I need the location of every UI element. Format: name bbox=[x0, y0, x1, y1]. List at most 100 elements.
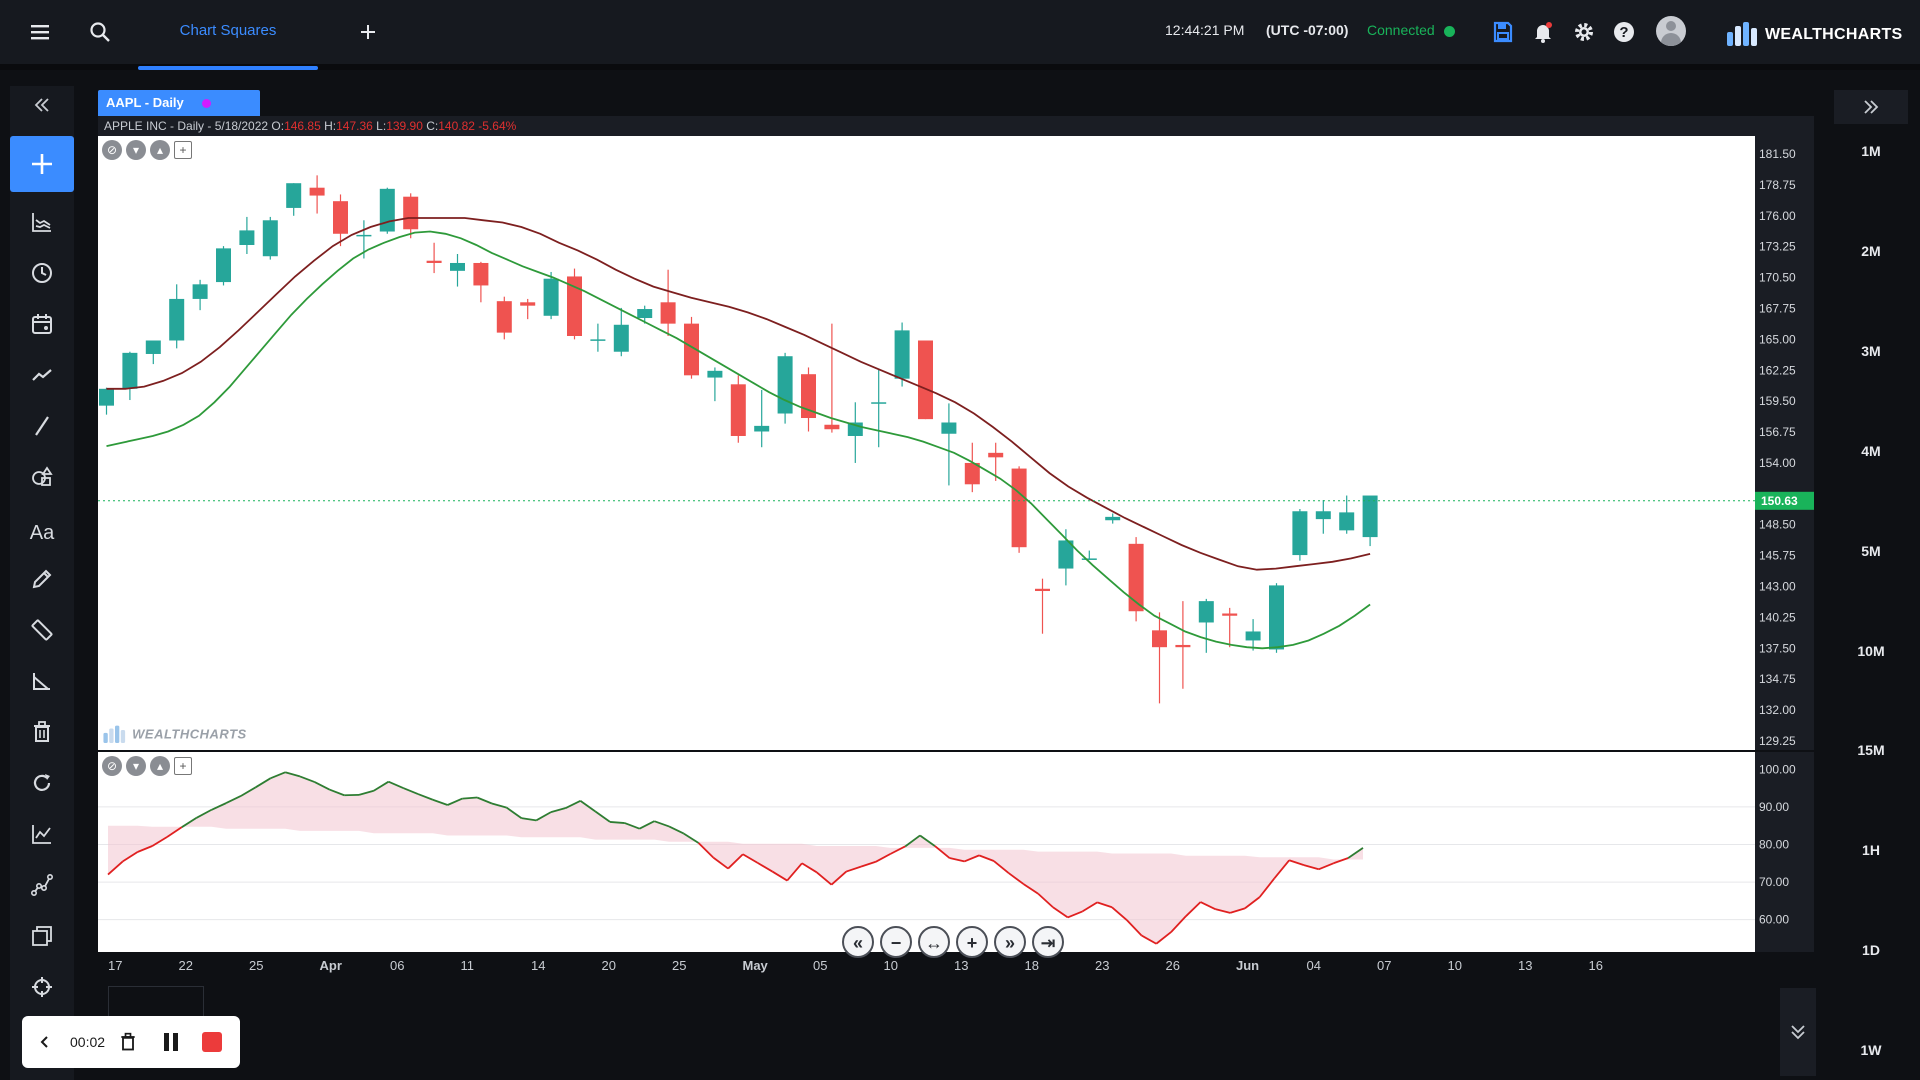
indicator-line-segment bbox=[447, 797, 463, 806]
angle-icon[interactable] bbox=[22, 669, 62, 703]
time-tick-label: Jun bbox=[1236, 958, 1259, 973]
chevron-left-icon[interactable] bbox=[38, 1016, 52, 1068]
indicator-line-segment bbox=[314, 781, 330, 791]
timeframe-2m[interactable]: 2M bbox=[1861, 243, 1881, 259]
price-tick-label: 170.50 bbox=[1759, 271, 1796, 285]
chart-symbol-tab[interactable]: AAPL - Daily bbox=[98, 90, 260, 116]
refresh-icon[interactable] bbox=[22, 771, 62, 805]
timeframe-5m[interactable]: 5M bbox=[1861, 543, 1881, 559]
candle-body bbox=[567, 276, 582, 336]
chart-ohlc-bar: APPLE INC - Daily - 5/18/2022 O:146.85 H… bbox=[98, 116, 1814, 136]
indicator-shaded-band bbox=[108, 772, 1363, 944]
candle-body bbox=[988, 452, 1004, 458]
indicator-line-segment bbox=[535, 811, 552, 822]
candle-body bbox=[1315, 511, 1331, 520]
bell-icon[interactable] bbox=[1531, 20, 1555, 44]
zoom-out-icon[interactable]: − bbox=[880, 926, 912, 958]
shapes-icon[interactable] bbox=[22, 465, 62, 499]
zoom-in-icon[interactable]: + bbox=[956, 926, 988, 958]
add-study-icon[interactable]: + bbox=[174, 757, 192, 775]
clock-icon[interactable] bbox=[22, 261, 62, 295]
timeframe-1w[interactable]: 1W bbox=[1860, 1042, 1882, 1058]
collapse-pane-icon[interactable]: ▾ bbox=[126, 140, 146, 160]
jump-to-latest-icon[interactable]: ⇥ bbox=[1032, 926, 1064, 958]
double-chevron-left-icon[interactable] bbox=[22, 92, 62, 126]
candle-body bbox=[707, 370, 723, 378]
pause-icon[interactable] bbox=[162, 1016, 180, 1068]
price-tick-label: 148.50 bbox=[1759, 518, 1796, 532]
expand-indicator-icon[interactable]: ▴ bbox=[150, 756, 170, 776]
connection-status-dot bbox=[1444, 26, 1455, 37]
indicator-pane[interactable]: ⊘ ▾ ▴ + bbox=[98, 752, 1755, 952]
expand-pane-icon[interactable]: ▴ bbox=[150, 140, 170, 160]
timeframe-4m[interactable]: 4M bbox=[1861, 443, 1881, 459]
line-draw-icon[interactable] bbox=[22, 414, 62, 448]
candle bbox=[847, 402, 863, 463]
hide-pane-icon[interactable]: ⊘ bbox=[102, 140, 122, 160]
calendar-icon[interactable] bbox=[22, 312, 62, 346]
timeframe-3m[interactable]: 3M bbox=[1861, 343, 1881, 359]
brand-name: WEALTHCHARTS bbox=[1765, 26, 1903, 43]
trend-icon[interactable] bbox=[22, 363, 62, 397]
chart-type-icon[interactable] bbox=[22, 210, 62, 244]
add-drawing-button[interactable] bbox=[10, 136, 74, 192]
avatar-icon[interactable] bbox=[1656, 16, 1686, 46]
indicator-line-segment bbox=[934, 845, 951, 859]
indicator-line-segment bbox=[137, 845, 153, 853]
clock-time: 12:44:21 PM bbox=[1165, 22, 1245, 38]
double-chevron-right-icon[interactable] bbox=[1834, 90, 1908, 124]
time-tick-label: 18 bbox=[1025, 958, 1039, 973]
indicator-line-segment bbox=[1229, 907, 1246, 914]
watermark-logo-icon bbox=[103, 725, 126, 743]
indicator-line-segment bbox=[786, 862, 803, 882]
time-tick-label: 13 bbox=[954, 958, 968, 973]
add-tab-icon[interactable] bbox=[356, 20, 380, 44]
candle bbox=[1362, 495, 1378, 547]
hamburger-icon[interactable] bbox=[28, 20, 52, 44]
save-icon[interactable] bbox=[1491, 20, 1515, 44]
tab-chart-squares[interactable]: Chart Squares bbox=[138, 0, 318, 70]
price-tick-label: 137.50 bbox=[1759, 641, 1796, 655]
indicator-line-segment bbox=[904, 834, 921, 848]
timeframe-1d[interactable]: 1D bbox=[1862, 942, 1880, 958]
candle-body bbox=[1011, 468, 1027, 548]
layers-icon[interactable] bbox=[22, 924, 62, 958]
collapse-indicator-icon[interactable]: ▾ bbox=[126, 756, 146, 776]
help-icon[interactable]: ? bbox=[1612, 20, 1636, 44]
indicator-line-segment bbox=[964, 854, 980, 863]
double-chevron-down-icon[interactable] bbox=[1780, 988, 1816, 1076]
pencil-icon[interactable] bbox=[22, 567, 62, 601]
timeframe-1m[interactable]: 1M bbox=[1861, 143, 1881, 159]
candle bbox=[1292, 509, 1308, 561]
indicator-axis-svg: 100.00 90.00 80.00 70.00 60.00 bbox=[1759, 762, 1796, 926]
hide-indicator-icon[interactable]: ⊘ bbox=[102, 756, 122, 776]
price-pane[interactable]: ⊘ ▾ ▴ + WEALTHCHARTS bbox=[98, 136, 1755, 750]
add-indicator-icon[interactable]: + bbox=[174, 141, 192, 159]
candle-body bbox=[1339, 512, 1355, 531]
trash-icon[interactable] bbox=[118, 1016, 138, 1068]
text-icon[interactable]: Aa bbox=[29, 522, 55, 544]
scroll-far-left-icon[interactable]: « bbox=[842, 926, 874, 958]
candle bbox=[286, 183, 302, 216]
scroll-far-right-icon[interactable]: » bbox=[994, 926, 1026, 958]
timeframe-10m[interactable]: 10M bbox=[1857, 643, 1885, 659]
network-icon[interactable] bbox=[22, 873, 62, 907]
indicator-axis[interactable]: 100.00 90.00 80.00 70.00 60.00 bbox=[1755, 752, 1814, 952]
ruler-icon[interactable] bbox=[22, 618, 62, 652]
chart-line-icon[interactable] bbox=[22, 822, 62, 856]
indicator-line-segment bbox=[1082, 901, 1098, 913]
candle-body bbox=[145, 340, 161, 354]
chart-watermark: WEALTHCHARTS bbox=[102, 724, 247, 746]
timeframe-1h[interactable]: 1H bbox=[1862, 842, 1880, 858]
crosshair-icon[interactable] bbox=[22, 975, 62, 1009]
candle bbox=[520, 298, 536, 320]
fit-width-icon[interactable]: ↔ bbox=[918, 926, 950, 958]
trash-icon[interactable] bbox=[22, 720, 62, 754]
indicator-line-segment bbox=[1052, 906, 1069, 919]
stop-icon[interactable] bbox=[202, 1032, 222, 1052]
timeframe-15m[interactable]: 15M bbox=[1857, 742, 1885, 758]
search-icon[interactable] bbox=[88, 20, 112, 44]
price-axis[interactable]: 181.50 178.75 176.00 173.25 170.50 167.75 165.… bbox=[1755, 136, 1814, 750]
gear-icon[interactable] bbox=[1572, 20, 1596, 44]
time-axis[interactable]: 17 22 25 Apr 06 11 14 20 25 May 05 10 13 18 23 26 Jun 04 0… bbox=[98, 952, 1814, 978]
